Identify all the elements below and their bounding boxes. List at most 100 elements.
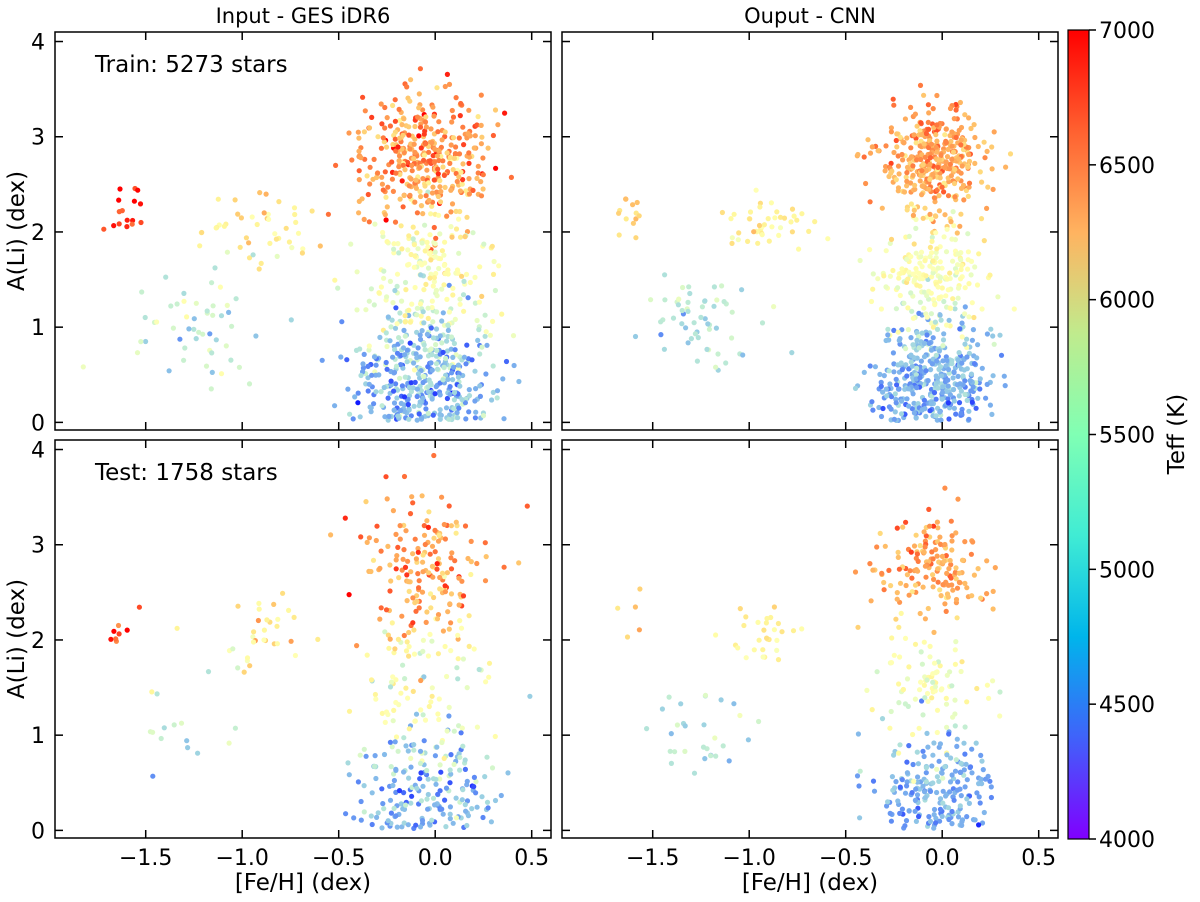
star-point (973, 740, 979, 746)
star-point (789, 206, 796, 212)
star-point (863, 180, 869, 187)
star-point (380, 233, 386, 239)
star-point (774, 647, 780, 654)
star-point (154, 691, 160, 697)
star-point (945, 193, 952, 199)
star-point (404, 84, 410, 90)
star-point (975, 566, 981, 572)
star-point (464, 778, 470, 784)
star-point (483, 554, 489, 560)
star-point (447, 391, 453, 397)
star-point (970, 539, 976, 545)
star-point (940, 582, 946, 588)
star-point (420, 712, 426, 718)
star-point (857, 768, 863, 774)
star-point (928, 320, 934, 326)
star-point (418, 770, 424, 776)
star-point (441, 755, 447, 762)
star-point (460, 177, 466, 183)
star-point (437, 776, 443, 782)
star-point (969, 337, 976, 343)
star-point (411, 367, 418, 373)
star-point (406, 384, 412, 390)
star-point (433, 342, 439, 348)
star-point (437, 256, 444, 262)
star-point (455, 636, 461, 642)
star-point (952, 300, 958, 306)
y-tick-label: 2 (31, 221, 45, 246)
star-point (940, 343, 946, 349)
star-point (450, 285, 456, 291)
star-point (420, 559, 426, 565)
star-point (930, 258, 936, 264)
star-point (966, 416, 972, 422)
star-point (256, 606, 262, 612)
star-point (401, 735, 407, 741)
star-point (988, 794, 995, 801)
star-point (934, 149, 940, 155)
star-point (446, 416, 452, 422)
star-point (186, 326, 192, 332)
star-point (406, 183, 412, 189)
star-point (666, 694, 672, 700)
star-point (394, 350, 401, 356)
star-point (492, 733, 498, 740)
star-point (280, 590, 286, 596)
star-point (414, 386, 420, 392)
star-point (426, 149, 432, 155)
star-point (794, 217, 800, 223)
star-point (989, 144, 995, 150)
star-point (372, 221, 378, 227)
star-point (168, 303, 174, 309)
panel-title-output: Ouput - CNN (744, 4, 876, 28)
star-point (462, 523, 469, 529)
star-point (428, 605, 434, 611)
star-point (913, 532, 919, 538)
star-point (405, 822, 411, 828)
star-point (947, 557, 953, 564)
star-point (427, 232, 433, 238)
star-point (943, 701, 950, 707)
star-point (989, 411, 995, 417)
panel-train-input: Train: 5273 stars (54, 31, 552, 431)
star-point (926, 506, 932, 512)
star-point (955, 285, 962, 291)
star-point (867, 247, 873, 253)
star-point (435, 612, 442, 618)
star-point (910, 315, 917, 321)
star-point (945, 366, 952, 373)
star-point (430, 412, 436, 418)
star-point (662, 272, 668, 278)
star-point (394, 283, 400, 289)
star-point (889, 635, 895, 641)
star-point (411, 264, 417, 270)
star-point (921, 682, 928, 688)
star-point (933, 352, 939, 358)
star-point (466, 150, 472, 156)
star-point (371, 354, 378, 360)
star-point (426, 570, 432, 576)
star-point (154, 319, 160, 325)
star-point (449, 234, 455, 240)
star-point (958, 266, 964, 273)
star-point (974, 282, 981, 288)
star-point (466, 191, 472, 197)
star-point (927, 161, 933, 167)
star-point (428, 346, 434, 352)
star-point (483, 329, 489, 335)
star-point (955, 251, 961, 257)
star-point (364, 539, 370, 546)
star-point (358, 534, 364, 540)
star-point (363, 753, 369, 759)
star-point (368, 568, 374, 575)
star-point (396, 250, 402, 256)
star-point (953, 107, 959, 113)
star-point (381, 806, 387, 812)
star-point (466, 393, 473, 399)
star-point (922, 695, 928, 701)
star-point (462, 802, 468, 808)
star-point (896, 275, 902, 281)
star-point (193, 336, 199, 342)
star-point (382, 719, 388, 726)
star-point (434, 293, 440, 299)
